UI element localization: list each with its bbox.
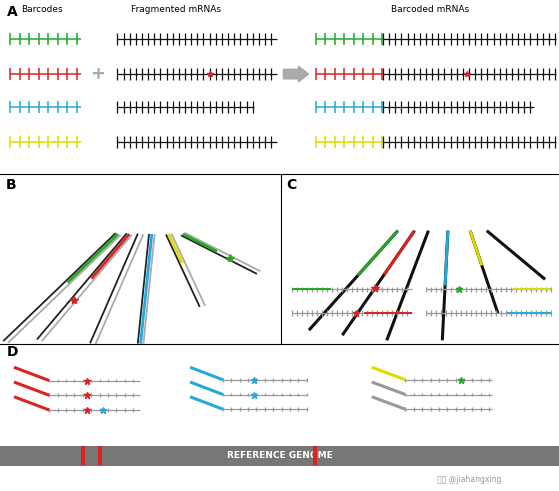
Polygon shape — [364, 126, 487, 171]
Polygon shape — [117, 154, 164, 171]
Polygon shape — [373, 132, 479, 171]
Text: Barcodes: Barcodes — [21, 5, 63, 14]
Polygon shape — [78, 126, 203, 171]
Polygon shape — [138, 169, 144, 171]
Polygon shape — [111, 149, 170, 171]
Polygon shape — [89, 135, 192, 171]
Polygon shape — [401, 153, 451, 171]
Polygon shape — [378, 136, 473, 171]
Polygon shape — [392, 146, 459, 171]
Text: B: B — [6, 178, 16, 191]
Polygon shape — [129, 163, 153, 171]
Polygon shape — [387, 142, 465, 171]
Polygon shape — [84, 130, 197, 171]
Polygon shape — [367, 128, 484, 171]
Polygon shape — [113, 152, 168, 171]
Text: Fragmented mRNAs: Fragmented mRNAs — [131, 5, 221, 14]
Polygon shape — [120, 156, 162, 171]
Polygon shape — [122, 158, 159, 171]
Polygon shape — [102, 143, 179, 171]
Polygon shape — [348, 114, 504, 171]
Polygon shape — [395, 149, 456, 171]
Text: +: + — [91, 65, 105, 83]
Polygon shape — [412, 161, 439, 171]
Polygon shape — [342, 110, 509, 171]
Polygon shape — [420, 167, 431, 171]
Polygon shape — [74, 124, 207, 171]
Polygon shape — [418, 165, 434, 171]
Polygon shape — [415, 163, 437, 171]
Polygon shape — [60, 113, 221, 171]
Polygon shape — [126, 160, 155, 171]
Polygon shape — [105, 145, 177, 171]
Polygon shape — [404, 155, 448, 171]
Polygon shape — [72, 122, 210, 171]
Polygon shape — [362, 124, 490, 171]
Polygon shape — [51, 107, 230, 171]
Polygon shape — [406, 157, 445, 171]
Bar — [313, 446, 317, 465]
Polygon shape — [398, 151, 453, 171]
Polygon shape — [56, 111, 225, 171]
Polygon shape — [107, 147, 174, 171]
Polygon shape — [96, 139, 186, 171]
Polygon shape — [65, 117, 216, 171]
Bar — [98, 446, 102, 465]
Polygon shape — [370, 130, 481, 171]
Bar — [81, 446, 85, 465]
FancyArrow shape — [283, 66, 309, 82]
Polygon shape — [131, 164, 150, 171]
Polygon shape — [381, 138, 470, 171]
Bar — [0, 446, 559, 465]
Polygon shape — [345, 112, 506, 171]
Text: A: A — [7, 5, 17, 19]
Text: C: C — [287, 178, 297, 191]
Polygon shape — [423, 169, 428, 171]
Text: 知乎 @jiahangxing: 知乎 @jiahangxing — [437, 475, 502, 484]
Polygon shape — [350, 116, 501, 171]
Text: D: D — [7, 345, 18, 359]
Polygon shape — [69, 119, 212, 171]
Polygon shape — [135, 166, 146, 171]
Polygon shape — [376, 135, 476, 171]
Polygon shape — [353, 118, 498, 171]
Polygon shape — [98, 141, 183, 171]
Text: REFERENCE GENOME: REFERENCE GENOME — [226, 451, 333, 460]
Text: Barcoded mRNAs: Barcoded mRNAs — [391, 5, 470, 14]
Polygon shape — [359, 122, 492, 171]
Polygon shape — [63, 115, 219, 171]
Polygon shape — [87, 132, 195, 171]
Polygon shape — [390, 144, 462, 171]
Polygon shape — [384, 140, 467, 171]
Polygon shape — [409, 159, 442, 171]
Polygon shape — [80, 128, 201, 171]
Polygon shape — [93, 136, 188, 171]
Polygon shape — [356, 120, 495, 171]
Polygon shape — [54, 109, 228, 171]
